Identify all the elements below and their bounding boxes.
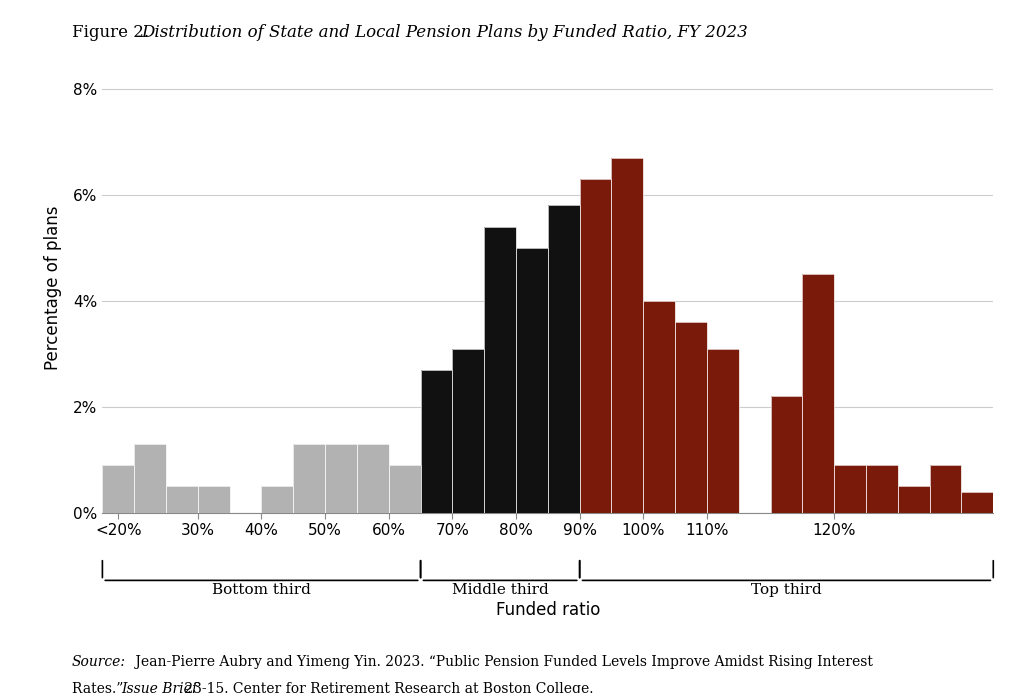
Bar [611, 158, 643, 513]
Bar [643, 301, 675, 513]
Bar [166, 486, 198, 513]
Text: Figure 2.: Figure 2. [72, 24, 154, 42]
Bar [803, 274, 835, 513]
Bar [516, 248, 548, 513]
Bar [866, 465, 898, 513]
Bar [326, 444, 357, 513]
Bar [421, 370, 453, 513]
Bar [675, 322, 707, 513]
Bar [930, 465, 962, 513]
Bar [898, 486, 930, 513]
Bar [930, 465, 962, 513]
Bar [261, 486, 293, 513]
Bar [675, 322, 707, 513]
Text: Distribution of State and Local Pension Plans by Funded Ratio, FY 2023: Distribution of State and Local Pension … [141, 24, 749, 42]
Bar [962, 491, 993, 513]
Bar [835, 465, 866, 513]
Bar [357, 444, 389, 513]
Bar [261, 486, 293, 513]
Bar [707, 349, 738, 513]
Bar [389, 465, 421, 513]
Bar [611, 158, 643, 513]
Text: Jean-Pierre Aubry and Yimeng Yin. 2023. “Public Pension Funded Levels Improve Am: Jean-Pierre Aubry and Yimeng Yin. 2023. … [131, 655, 872, 669]
Bar [898, 486, 930, 513]
Bar [357, 444, 389, 513]
Bar [166, 486, 198, 513]
Bar [770, 396, 803, 513]
Bar [866, 465, 898, 513]
Bar [548, 205, 580, 513]
Bar [548, 205, 580, 513]
Bar [102, 465, 134, 513]
Bar [293, 444, 326, 513]
Bar [389, 465, 421, 513]
Text: Middle third: Middle third [452, 583, 549, 597]
Bar [134, 444, 166, 513]
Text: Rates.”: Rates.” [72, 683, 127, 693]
Bar [484, 227, 516, 513]
Bar [770, 396, 803, 513]
Text: Bottom third: Bottom third [212, 583, 311, 597]
Text: 23-15. Center for Retirement Research at Boston College.: 23-15. Center for Retirement Research at… [180, 683, 594, 693]
Bar [803, 274, 835, 513]
Text: Source:: Source: [72, 655, 126, 669]
Bar [326, 444, 357, 513]
Bar [453, 349, 484, 513]
Bar [484, 227, 516, 513]
Bar [102, 465, 134, 513]
Bar [293, 444, 326, 513]
Bar [962, 491, 993, 513]
Bar [421, 370, 453, 513]
Bar [580, 179, 611, 513]
Bar [516, 248, 548, 513]
Bar [580, 179, 611, 513]
Text: Issue Brief: Issue Brief [121, 683, 197, 693]
Bar [198, 486, 229, 513]
Bar [134, 444, 166, 513]
Bar [198, 486, 229, 513]
Bar [453, 349, 484, 513]
X-axis label: Funded ratio: Funded ratio [496, 601, 600, 619]
Y-axis label: Percentage of plans: Percentage of plans [44, 205, 62, 370]
Bar [707, 349, 738, 513]
Bar [835, 465, 866, 513]
Text: Top third: Top third [751, 583, 822, 597]
Bar [643, 301, 675, 513]
